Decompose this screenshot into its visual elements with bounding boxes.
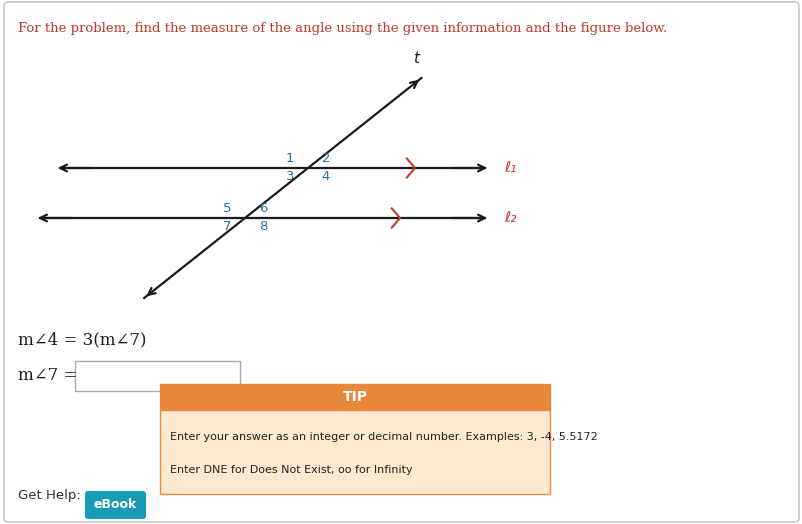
Text: 2: 2 bbox=[322, 152, 330, 166]
Text: eBook: eBook bbox=[94, 498, 137, 511]
Text: t: t bbox=[413, 51, 419, 66]
Text: m∠4 = 3(m∠7): m∠4 = 3(m∠7) bbox=[18, 332, 146, 348]
Text: m∠7 =: m∠7 = bbox=[18, 366, 77, 384]
Text: 7: 7 bbox=[222, 221, 231, 234]
Text: Enter your answer as an integer or decimal number. Examples: 3, -4, 5.5172: Enter your answer as an integer or decim… bbox=[170, 432, 597, 442]
Text: TIP: TIP bbox=[342, 390, 367, 404]
Text: Enter DNE for Does Not Exist, oo for Infinity: Enter DNE for Does Not Exist, oo for Inf… bbox=[170, 465, 412, 475]
Text: For the problem, find the measure of the angle using the given information and t: For the problem, find the measure of the… bbox=[18, 22, 666, 35]
Text: ℓ₁: ℓ₁ bbox=[504, 160, 516, 176]
FancyBboxPatch shape bbox=[85, 491, 146, 519]
Text: ℓ₂: ℓ₂ bbox=[504, 211, 516, 225]
Text: 3: 3 bbox=[286, 170, 294, 183]
Bar bbox=[75, 361, 240, 391]
Bar bbox=[160, 410, 549, 494]
Bar bbox=[160, 384, 549, 410]
Text: 6: 6 bbox=[258, 202, 267, 215]
Text: 8: 8 bbox=[258, 221, 267, 234]
Text: 1: 1 bbox=[286, 152, 294, 166]
FancyBboxPatch shape bbox=[4, 2, 798, 522]
Text: 5: 5 bbox=[222, 202, 231, 215]
Text: Get Help:: Get Help: bbox=[18, 489, 81, 502]
Text: 4: 4 bbox=[322, 170, 330, 183]
